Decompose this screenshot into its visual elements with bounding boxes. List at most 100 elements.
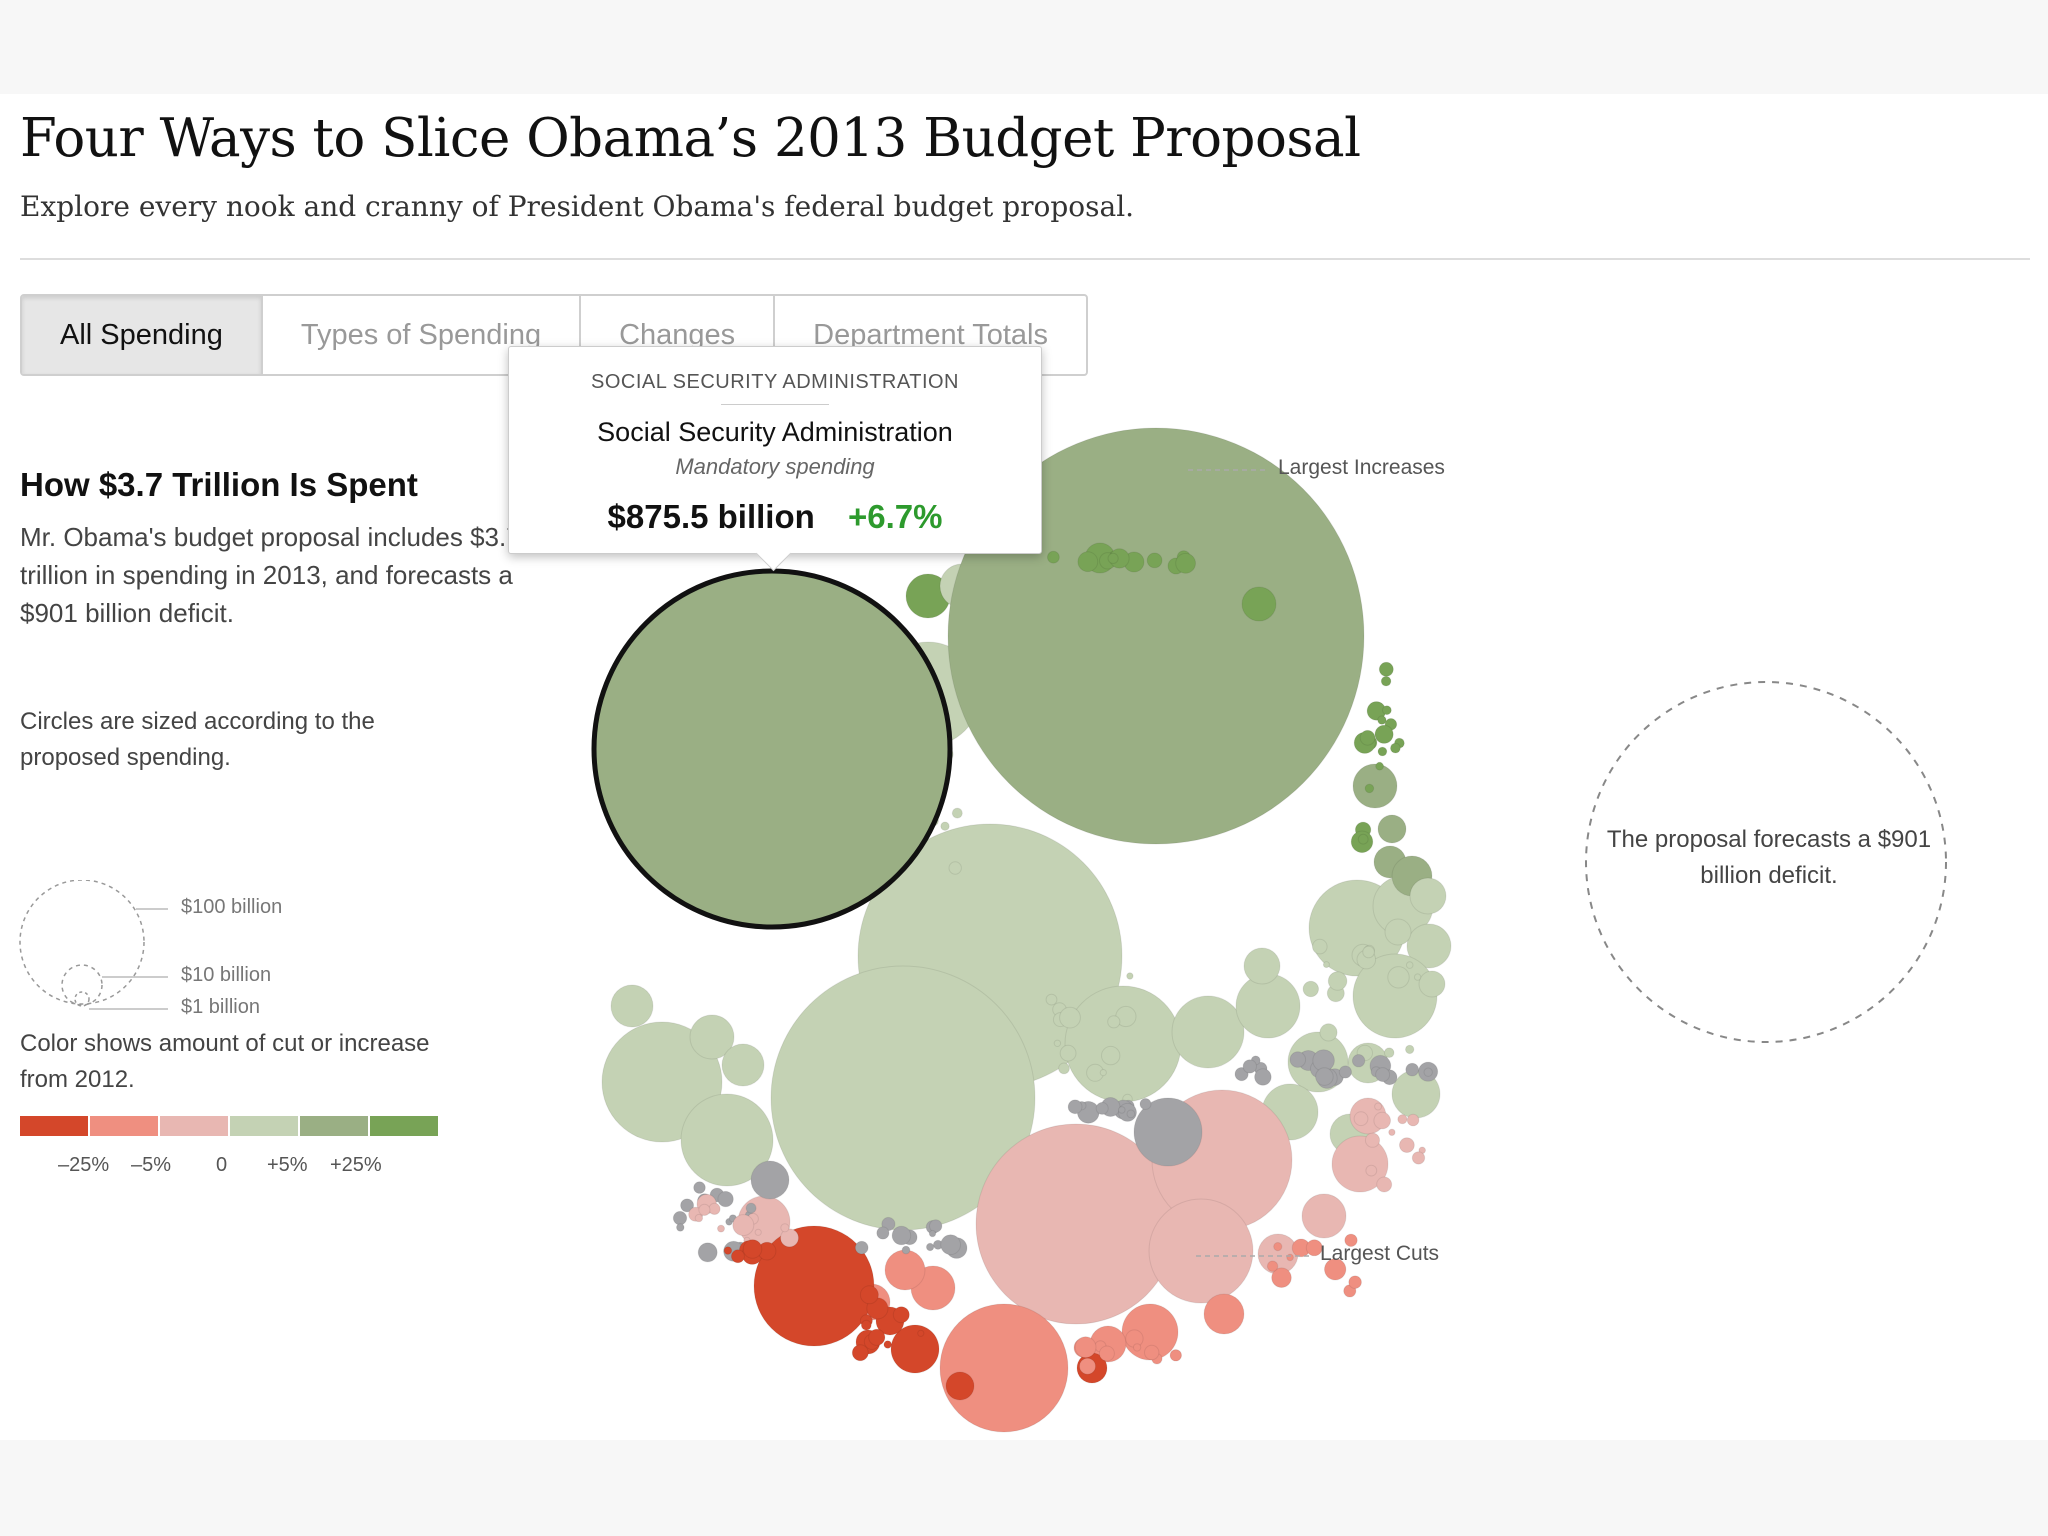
agency-bubble-small[interactable] <box>1357 833 1369 845</box>
agency-bubble-small[interactable] <box>1126 972 1134 980</box>
agency-bubble-small[interactable] <box>1376 1176 1393 1193</box>
agency-bubble[interactable] <box>753 1225 875 1347</box>
agency-bubble-small[interactable] <box>1374 1102 1383 1111</box>
agency-bubble-small[interactable] <box>1362 945 1375 959</box>
agency-bubble-small[interactable] <box>745 1202 757 1214</box>
agency-bubble-small[interactable] <box>680 1198 695 1213</box>
agency-bubble-small[interactable] <box>876 1226 890 1240</box>
agency-bubble-small[interactable] <box>860 1319 872 1331</box>
agency-bubble[interactable] <box>1384 918 1412 946</box>
agency-bubble-small[interactable] <box>901 1245 911 1255</box>
agency-bubble-small[interactable] <box>1169 1349 1183 1362</box>
tab-all-spending[interactable]: All Spending <box>22 296 261 374</box>
agency-bubble-small[interactable] <box>1175 552 1196 574</box>
agency-bubble-small[interactable] <box>717 1224 725 1233</box>
agency-bubble[interactable] <box>1203 1293 1245 1335</box>
agency-bubble-small[interactable] <box>1144 1344 1160 1361</box>
agency-bubble-small[interactable] <box>1095 1101 1109 1115</box>
agency-bubble[interactable] <box>890 1324 940 1374</box>
agency-bubble-small[interactable] <box>1271 1267 1292 1288</box>
agency-bubble-small[interactable] <box>1383 1047 1395 1059</box>
agency-bubble-small[interactable] <box>1344 1233 1358 1248</box>
agency-bubble-small[interactable] <box>1289 1051 1307 1068</box>
agency-bubble-small[interactable] <box>1099 1069 1107 1077</box>
agency-bubble[interactable] <box>1243 947 1281 985</box>
agency-bubble-small[interactable] <box>698 1203 711 1217</box>
agency-bubble-small[interactable] <box>780 1228 799 1248</box>
agency-bubble-small[interactable] <box>1058 1062 1070 1075</box>
tab-changes[interactable]: Changes <box>579 296 773 374</box>
agency-bubble-small[interactable] <box>891 1225 912 1246</box>
agency-bubble-small[interactable] <box>1286 1253 1294 1262</box>
agency-bubble-small[interactable] <box>1338 1065 1353 1079</box>
agency-bubble-small[interactable] <box>1373 1111 1391 1130</box>
agency-bubble-small[interactable] <box>693 1181 706 1194</box>
agency-bubble-small[interactable] <box>1146 552 1163 569</box>
agency-bubble-small[interactable] <box>940 821 950 831</box>
agency-bubble-small[interactable] <box>732 1214 755 1237</box>
agency-bubble-small[interactable] <box>1067 1099 1083 1115</box>
agency-bubble-small[interactable] <box>1322 961 1330 969</box>
agency-bubble[interactable] <box>945 1371 975 1401</box>
social-security-bubble[interactable] <box>591 568 953 930</box>
agency-bubble[interactable] <box>1331 1135 1389 1193</box>
agency-bubble-small[interactable] <box>1351 1054 1366 1068</box>
agency-bubble-small[interactable] <box>1390 742 1401 754</box>
agency-bubble-small[interactable] <box>917 1329 925 1337</box>
agency-bubble-small[interactable] <box>925 1242 935 1252</box>
agency-bubble-small[interactable] <box>1319 1023 1338 1042</box>
agency-bubble[interactable] <box>1418 970 1446 998</box>
agency-bubble-small[interactable] <box>1059 1044 1077 1062</box>
agency-bubble[interactable] <box>689 1014 735 1060</box>
agency-bubble-small[interactable] <box>1353 1111 1369 1127</box>
agency-bubble-small[interactable] <box>1315 1067 1334 1086</box>
agency-bubble-small[interactable] <box>742 1239 763 1259</box>
agency-bubble-small[interactable] <box>868 1328 886 1346</box>
agency-bubble-small[interactable] <box>1359 729 1376 746</box>
agency-bubble-small[interactable] <box>951 807 963 819</box>
agency-bubble-small[interactable] <box>929 1219 943 1233</box>
agency-bubble-small[interactable] <box>676 1223 685 1232</box>
agency-bubble[interactable] <box>1064 985 1182 1103</box>
agency-bubble-small[interactable] <box>1324 1258 1347 1281</box>
agency-bubble-small[interactable] <box>940 1234 961 1256</box>
agency-bubble-small[interactable] <box>1053 1039 1062 1047</box>
agency-bubble-small[interactable] <box>1327 971 1348 991</box>
agency-bubble-small[interactable] <box>1406 1113 1420 1127</box>
agency-bubble[interactable] <box>1406 923 1452 969</box>
agency-bubble-small[interactable] <box>1375 761 1384 771</box>
agency-bubble-small[interactable] <box>1405 961 1414 969</box>
agency-bubble[interactable] <box>1352 763 1398 809</box>
agency-bubble[interactable] <box>939 1303 1069 1433</box>
agency-bubble-small[interactable] <box>754 1228 762 1236</box>
agency-bubble-small[interactable] <box>717 1190 734 1208</box>
agency-bubble[interactable] <box>721 1043 765 1087</box>
agency-bubble-small[interactable] <box>1364 783 1375 794</box>
agency-bubble-small[interactable] <box>1101 1045 1121 1066</box>
agency-bubble-small[interactable] <box>1405 1044 1415 1055</box>
agency-bubble-small[interactable] <box>1405 1062 1420 1077</box>
agency-bubble[interactable] <box>680 1093 774 1187</box>
agency-bubble-small[interactable] <box>948 861 962 875</box>
agency-bubble-small[interactable] <box>1302 980 1320 998</box>
agency-bubble-small[interactable] <box>928 1229 937 1238</box>
agency-bubble[interactable] <box>750 1160 790 1200</box>
agency-bubble-small[interactable] <box>1077 551 1099 573</box>
agency-bubble-small[interactable] <box>1126 1109 1136 1119</box>
agency-bubble-small[interactable] <box>851 1344 869 1362</box>
agency-bubble-small[interactable] <box>1375 1067 1391 1083</box>
agency-bubble[interactable] <box>1133 1097 1203 1167</box>
agency-bubble-small[interactable] <box>1132 1343 1142 1352</box>
agency-bubble-small[interactable] <box>883 1340 893 1349</box>
agency-bubble-small[interactable] <box>1059 1006 1081 1029</box>
agency-bubble-small[interactable] <box>1364 1132 1381 1148</box>
agency-bubble-small[interactable] <box>697 1242 718 1263</box>
agency-bubble-small[interactable] <box>1378 661 1394 677</box>
agency-bubble-small[interactable] <box>1411 1151 1426 1165</box>
agency-bubble-small[interactable] <box>1305 1239 1323 1257</box>
agency-bubble[interactable] <box>1377 814 1407 844</box>
agency-bubble-small[interactable] <box>1107 552 1119 564</box>
agency-bubble[interactable] <box>947 427 1365 845</box>
agency-bubble-small[interactable] <box>1312 938 1328 955</box>
agency-bubble-small[interactable] <box>1387 966 1410 989</box>
